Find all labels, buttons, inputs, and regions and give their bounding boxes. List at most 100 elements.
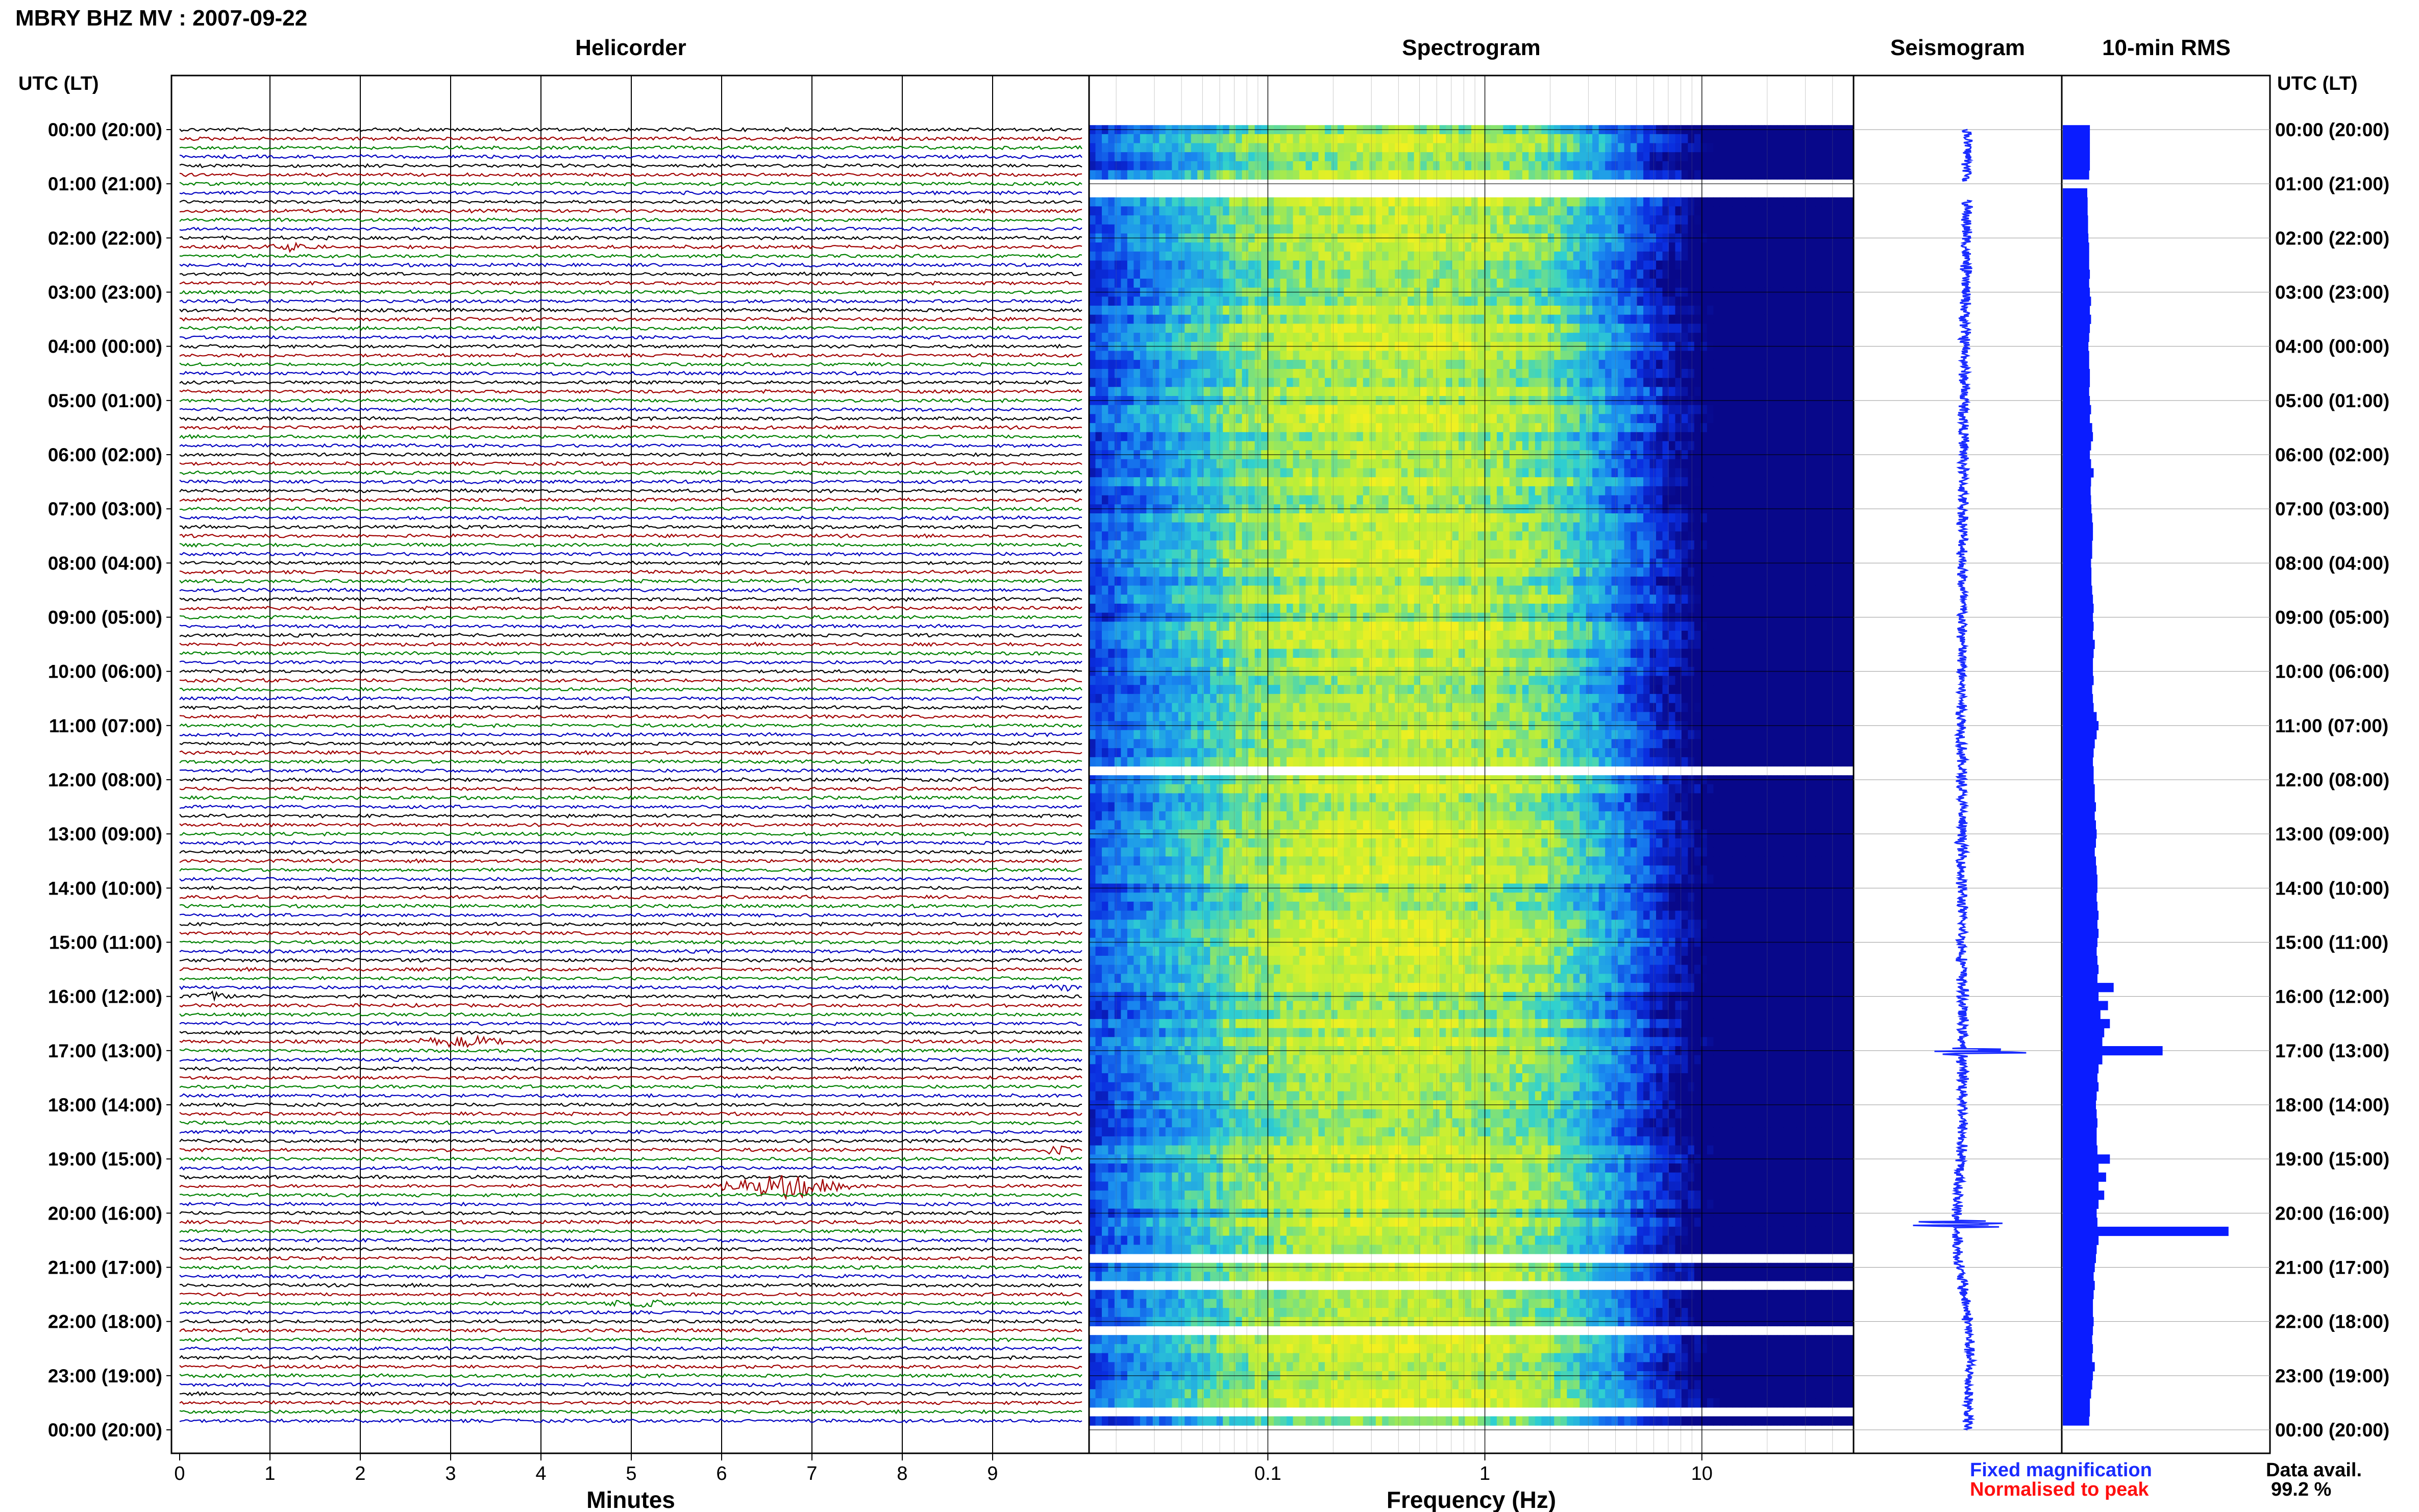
helicorder-trace [179,370,1082,376]
spectrogram-cell [1751,260,1759,270]
spectrogram-cell [1758,260,1765,270]
spectrogram-cell [1662,215,1669,225]
spectrogram-cell [1783,441,1790,451]
spectrogram-cell [1751,423,1759,433]
spectrogram-cell [1694,459,1701,469]
spectrogram-cell [1344,269,1351,279]
spectrogram-cell [1165,333,1172,342]
spectrogram-cell [1803,242,1810,252]
spectrogram-cell [1459,441,1466,451]
spectrogram-cell [1643,414,1650,424]
spectrogram-cell [1375,333,1383,342]
spectrogram-cell [1344,224,1351,234]
spectrogram-cell [1637,134,1644,144]
spectrogram-cell [1821,161,1829,171]
spectrogram-cell [1140,242,1147,252]
spectrogram-cell [1471,387,1478,396]
spectrogram-cell [1758,279,1765,288]
spectrogram-cell [1783,387,1790,396]
spectrogram-cell [1140,432,1147,442]
spectrogram-cell [1669,143,1676,153]
spectrogram-cell [1439,405,1446,414]
spectrogram-cell [1446,296,1453,306]
spectrogram-cell [1656,306,1663,315]
spectrogram-cell [1783,360,1790,369]
spectrogram-cell [1426,495,1434,505]
spectrogram-cell [1159,296,1166,306]
spectrogram-cell [1637,260,1644,270]
spectrogram-cell [1223,224,1230,234]
spectrogram-cell [1745,306,1752,315]
spectrogram-cell [1414,134,1421,144]
helicorder-x-tick-label: 7 [806,1463,817,1484]
spectrogram-cell [1395,423,1402,433]
helicorder-trace [179,912,1082,918]
spectrogram-cell [1280,459,1287,469]
spectrogram-cell [1592,432,1599,442]
helicorder-trace [179,578,1082,584]
spectrogram-cell [1236,206,1243,216]
spectrogram-cell [1280,251,1287,261]
spectrogram-cell [1095,306,1102,315]
spectrogram-cell [1624,459,1631,469]
spectrogram-cell [1337,495,1344,505]
spectrogram-cell [1803,360,1810,369]
spectrogram-cell [1210,296,1217,306]
spectrogram-cell [1815,170,1822,180]
spectrogram-cell [1261,360,1268,369]
spectrogram-cell [1388,387,1395,396]
spectrogram-cell [1446,242,1453,252]
helicorder-trace [179,1021,1082,1026]
spectrogram-cell [1535,495,1542,505]
spectrogram-cell [1395,360,1402,369]
spectrogram-cell [1426,224,1434,234]
spectrogram-cell [1688,215,1695,225]
spectrogram-cell [1197,134,1204,144]
spectrogram-cell [1216,161,1223,171]
spectrogram-cell [1426,486,1434,496]
helicorder-trace [179,380,1082,385]
spectrogram-cell [1248,242,1255,252]
spectrogram-cell [1477,459,1485,469]
spectrogram-cell [1732,224,1739,234]
spectrogram-cell [1210,279,1217,288]
spectrogram-cell [1299,306,1306,315]
spectrogram-cell [1783,279,1790,288]
spectrogram-cell [1102,378,1109,387]
spectrogram-cell [1592,242,1599,252]
spectrogram-cell [1637,333,1644,342]
spectrogram-cell [1758,206,1765,216]
spectrogram-cell [1465,306,1472,315]
spectrogram-cell [1713,215,1720,225]
spectrogram-cell [1172,405,1179,414]
spectrogram-cell [1261,459,1268,469]
spectrogram-cell [1197,414,1204,424]
spectrogram-cell [1739,224,1746,234]
spectrogram-cell [1401,423,1408,433]
spectrogram-cell [1414,296,1421,306]
spectrogram-cell [1344,495,1351,505]
spectrogram-cell [1732,324,1739,333]
spectrogram-cell [1395,378,1402,387]
spectrogram-cell [1114,387,1121,396]
spectrogram-cell [1809,468,1816,478]
spectrogram-cell [1184,242,1192,252]
spectrogram-cell [1605,405,1612,414]
spectrogram-cell [1382,351,1389,360]
spectrogram-cell [1777,441,1784,451]
spectrogram-cell [1547,251,1554,261]
spectrogram-cell [1248,477,1255,487]
helicorder-trace [179,795,1082,801]
spectrogram-cell [1388,495,1395,505]
spectrogram-cell [1809,441,1816,451]
spectrogram-cell [1643,459,1650,469]
spectrogram-cell [1216,269,1223,279]
spectrogram-cell [1350,351,1357,360]
spectrogram-cell [1184,161,1192,171]
spectrogram-cell [1547,432,1554,442]
spectrogram-cell [1293,351,1300,360]
spectrogram-cell [1287,414,1294,424]
spectrogram-cell [1828,143,1835,153]
spectrogram-cell [1439,351,1446,360]
spectrogram-cell [1821,378,1829,387]
